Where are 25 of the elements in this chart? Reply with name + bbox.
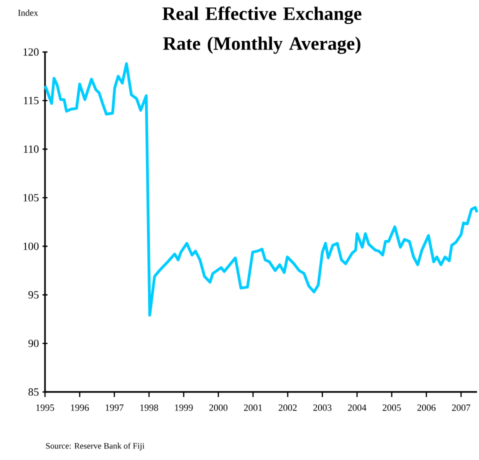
y-axis-title: Index <box>18 10 38 16</box>
chart-title: Real Effective Exchange Rate (Monthly Average) <box>162 6 362 54</box>
x-tick-label: 1995 <box>36 404 54 411</box>
y-tick-label: 115 <box>24 96 39 104</box>
x-tick-label: 2007 <box>452 404 470 411</box>
x-tick-label: 2000 <box>209 404 228 411</box>
y-tick-label: 95 <box>28 291 39 299</box>
line-series <box>44 62 478 317</box>
y-tick-label: 85 <box>28 388 39 396</box>
y-tick-label: 105 <box>24 194 39 202</box>
x-tick-label: 2004 <box>348 404 366 411</box>
x-tick-label: 2003 <box>313 404 332 411</box>
y-tick-label: 110 <box>24 145 39 153</box>
x-tick-label: 2001 <box>244 404 262 411</box>
x-tick-label: 2006 <box>417 404 436 411</box>
x-tick-label: 2005 <box>382 404 401 411</box>
x-tick-label: 1997 <box>106 404 124 411</box>
x-tick-label: 1996 <box>71 404 89 411</box>
y-tick-label: 120 <box>24 48 39 56</box>
x-tick-label: 2002 <box>278 404 297 411</box>
x-tick-label: 1999 <box>175 404 193 411</box>
y-tick-label: 100 <box>24 242 39 250</box>
y-tick-label: 90 <box>28 340 39 348</box>
source-note: Source: Reserve Bank of Fiji <box>46 442 144 450</box>
x-tick-label: 1998 <box>140 404 158 411</box>
